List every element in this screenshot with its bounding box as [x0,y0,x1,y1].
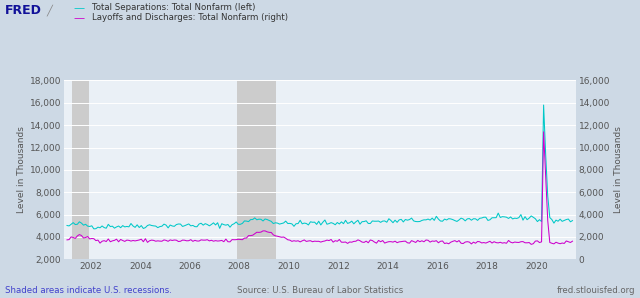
Text: Total Separations: Total Nonfarm (left): Total Separations: Total Nonfarm (left) [92,3,255,12]
Text: —: — [74,13,84,24]
Text: FRED: FRED [5,4,42,18]
Text: fred.stlouisfed.org: fred.stlouisfed.org [556,286,635,295]
Text: Shaded areas indicate U.S. recessions.: Shaded areas indicate U.S. recessions. [5,286,172,295]
Y-axis label: Level in Thousands: Level in Thousands [17,126,26,213]
Text: ╱: ╱ [46,4,52,16]
Bar [237,80,276,259]
Y-axis label: Level in Thousands: Level in Thousands [614,126,623,213]
Text: Layoffs and Discharges: Total Nonfarm (right): Layoffs and Discharges: Total Nonfarm (r… [92,13,287,22]
Text: —: — [74,3,84,13]
Text: Source: U.S. Bureau of Labor Statistics: Source: U.S. Bureau of Labor Statistics [237,286,403,295]
Bar [72,80,89,259]
